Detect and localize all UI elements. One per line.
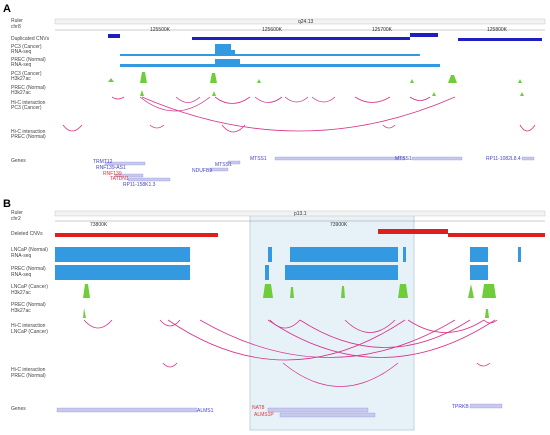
gene-label: MTSS1: [215, 162, 232, 168]
rna-signal: [470, 247, 488, 262]
gene-label: ALMS1P: [254, 412, 274, 418]
rna-signal: [265, 265, 269, 280]
gene-label: NDUFB9: [192, 168, 212, 174]
chromosome-ideogram: [54, 18, 546, 25]
track-label-hic1-sub: PC3 (Cancer): [11, 105, 42, 111]
track-label-cnv: Duplicated CNVs: [11, 36, 50, 42]
gene-label: TATDN1: [110, 176, 129, 182]
gene-label: RNF139-AS1: [96, 165, 126, 171]
rna-signal: [215, 59, 240, 67]
track-label-rna2-sub: RNA-seq: [11, 62, 32, 68]
hic-arcs-prec: [62, 124, 536, 133]
cnv-segment: [108, 34, 120, 38]
gene-label: MTSS1: [395, 156, 412, 162]
cnv-segment: [448, 233, 545, 237]
tick-label: 73900K: [330, 222, 348, 228]
band-label: q24.13: [298, 19, 314, 25]
rna-signal: [290, 247, 398, 262]
rna-signal: [518, 247, 521, 262]
panel-b-letter: B: [3, 198, 11, 210]
band-label: p13.1: [294, 211, 307, 217]
tick-label: 125800K: [487, 27, 508, 33]
tick-label: 73800K: [90, 222, 108, 228]
gene-models-b: [56, 403, 503, 418]
ruler-label: Ruler: [11, 210, 23, 216]
hic-arcs-pc3: [111, 96, 456, 132]
track-label-chip1: PC3 (Cancer): [11, 71, 42, 77]
panel-b: B Ruler chr2 p13.1 73800K 73900K Deleted…: [3, 198, 546, 431]
rna-signal: [55, 265, 190, 280]
rna-signal: [470, 265, 488, 280]
hic-arcs-lncap: [83, 319, 498, 361]
track-label-rna2: PREC (Normal): [11, 266, 46, 272]
track-label-hic1: Hi-C interaction: [11, 323, 46, 329]
tick-label: 125500K: [150, 27, 171, 33]
track-label-chip2-sub: H3k27ac: [11, 308, 31, 314]
h3k27ac-peaks-lncap: [83, 284, 496, 298]
cnv-segment: [55, 233, 218, 237]
tick-label: 125600K: [262, 27, 283, 33]
track-label-rna1-sub: RNA-seq: [11, 49, 32, 55]
track-label-rna1: LNCaP (Normal): [11, 247, 48, 253]
gene-label: TRMT12: [93, 159, 113, 165]
rna-signal: [120, 54, 420, 56]
h3k27ac-peaks-pc3: [108, 72, 522, 83]
track-label-hic2-sub: PREC (Normal): [11, 373, 46, 379]
rna-signal: [285, 265, 398, 280]
track-label-hic2-sub: PREC (Normal): [11, 134, 46, 140]
track-label-hic1: Hi-C interaction: [11, 100, 46, 106]
hic-arcs-prec-b: [162, 362, 491, 387]
track-label-chip2: PREC (Normal): [11, 302, 46, 308]
track-label-chip2: PREC (Normal): [11, 85, 46, 91]
track-label-chip1-sub: H3k27ac: [11, 76, 31, 82]
rna-signal: [55, 247, 190, 262]
cnv-segment: [378, 229, 448, 234]
gene-models-a: [104, 156, 535, 182]
panel-a: A Ruler chr8 q24.13 125500K 125600K 1257…: [3, 3, 546, 188]
cnv-segment: [192, 37, 410, 40]
tick-label: 125700K: [372, 27, 393, 33]
gene-label: ALMS1: [197, 408, 214, 414]
h3k27ac-peaks-prec-b: [83, 308, 489, 318]
track-label-rna2: PREC (Normal): [11, 57, 46, 63]
highlight-region: [249, 212, 415, 431]
rna-signal: [215, 44, 231, 56]
track-label-chip1-sub: H3k27ac: [11, 290, 31, 296]
track-label-hic2: Hi-C interaction: [11, 129, 46, 135]
track-label-hic1-sub: LNCaP (Cancer): [11, 329, 48, 335]
cnv-segment: [410, 33, 438, 37]
track-label-genes: Genes: [11, 406, 26, 412]
gene-label: TPRKB: [452, 404, 469, 410]
track-label-genes: Genes: [11, 158, 26, 164]
rna-signal: [268, 247, 272, 262]
ruler-label: Ruler: [11, 18, 23, 24]
track-label-cnv: Deleted CNVs: [11, 231, 43, 237]
rna-signal: [231, 50, 235, 56]
track-label-rna2-sub: RNA-seq: [11, 272, 32, 278]
gene-label: MTSS1: [250, 156, 267, 162]
track-label-chip2-sub: H3k27ac: [11, 90, 31, 96]
track-label-rna1-sub: RNA-seq: [11, 253, 32, 259]
chromosome-ideogram: [54, 210, 546, 217]
gene-label: RNF139: [103, 171, 122, 177]
track-label-chip1: LNCaP (Cancer): [11, 284, 48, 290]
chromosome-label: chr2: [11, 216, 21, 222]
gene-label: RP11-158K1.3: [123, 182, 156, 188]
cnv-segment: [458, 38, 542, 41]
panel-a-letter: A: [3, 3, 11, 15]
h3k27ac-peaks-prec: [140, 90, 524, 96]
track-label-hic2: Hi-C interaction: [11, 367, 46, 373]
gene-label: RP11-1082L8.4: [486, 156, 521, 162]
rna-signal: [403, 247, 406, 262]
gene-label: NAT8: [252, 405, 265, 411]
rna-signal: [120, 64, 440, 67]
track-label-rna1: PC3 (Cancer): [11, 44, 42, 50]
chromosome-label: chr8: [11, 24, 21, 30]
